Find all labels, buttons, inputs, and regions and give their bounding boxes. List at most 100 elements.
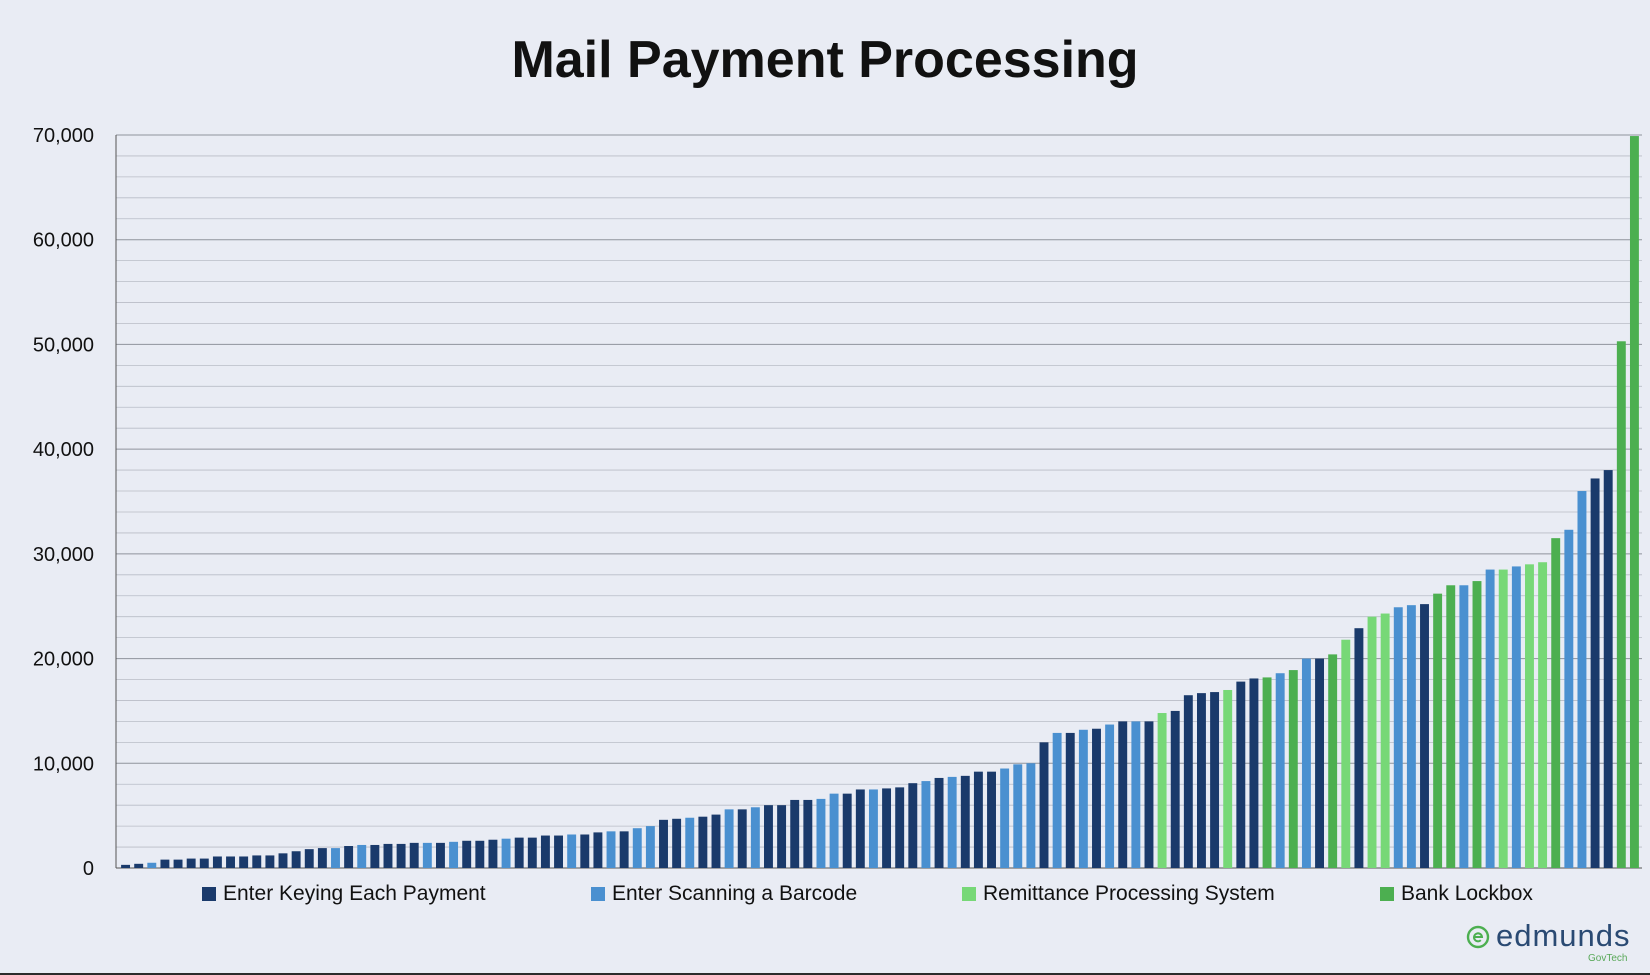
bar [160,859,170,868]
y-tick-label: 0 [83,858,94,880]
legend-item-barcode: Enter Scanning a Barcode [591,882,857,906]
bar [1603,470,1613,868]
bar [422,842,432,868]
bar [134,863,144,868]
legend-swatch [1380,887,1394,901]
bar [842,793,852,868]
bar [212,856,222,868]
bar [1328,654,1338,868]
legend-item-keying: Enter Keying Each Payment [202,882,486,906]
bottom-border [0,973,1650,975]
bar [370,844,380,868]
bar [1249,678,1259,868]
bar [1380,613,1390,868]
bar [1590,478,1600,868]
bar [554,835,564,868]
bar [855,789,865,868]
bar [173,859,183,868]
edmunds-logo: edmunds GovTech [1466,918,1641,966]
bar [1498,569,1508,868]
bar [357,844,367,868]
legend-label: Enter Scanning a Barcode [612,882,858,905]
bar [882,788,892,868]
bar [265,855,275,868]
bar [1210,692,1220,868]
bar [121,864,131,868]
bar [344,846,354,868]
bar [1525,564,1534,868]
bar [1459,585,1469,868]
legend-label: Bank Lockbox [1401,882,1533,905]
y-tick-label: 40,000 [33,439,94,461]
bar [1236,681,1246,868]
bar [199,858,209,868]
bar [816,798,826,868]
bar [1026,763,1036,868]
bar [1315,658,1325,868]
bar [1157,713,1167,868]
bar [1144,721,1154,868]
bar [1262,677,1272,868]
bar [449,841,459,868]
logo-subtitle: GovTech [1588,953,1628,964]
bar [750,807,760,868]
bar [435,842,445,868]
bar [331,848,340,868]
bar [724,809,734,868]
y-tick-label: 60,000 [33,230,94,252]
bar [659,819,668,868]
bar [934,777,944,868]
bar [803,799,813,868]
bar [278,853,288,868]
bar [1564,529,1574,868]
bar [580,834,590,868]
bar [396,843,406,868]
bar [1078,729,1088,868]
bar [1223,689,1233,868]
bar [685,817,695,868]
bar [987,771,996,868]
logo-e-icon [1466,925,1490,949]
bar [1131,721,1141,868]
bar [567,834,577,868]
bar [1092,728,1101,868]
bar [186,858,196,868]
legend-swatch [962,887,976,901]
bar [252,855,262,868]
bar [1367,616,1377,868]
bar [1275,673,1285,868]
bar [304,849,314,868]
bar [514,837,524,868]
bar [921,781,931,868]
bar [645,826,655,868]
chart-title: Mail Payment Processing [511,31,1139,89]
legend-item-remittance: Remittance Processing System [962,882,1275,906]
bar [291,851,301,868]
y-tick-label: 50,000 [33,334,94,356]
bar [711,814,721,868]
bar [1393,607,1403,868]
bar [672,818,682,868]
bar [960,775,970,868]
bar [1354,628,1364,868]
bar [226,856,235,868]
bar [1196,693,1206,868]
y-tick-label: 10,000 [33,753,94,775]
y-tick-label: 30,000 [33,544,94,566]
bar [540,835,550,868]
bar [475,840,485,868]
bar [1538,562,1548,868]
bar [908,783,918,868]
bar [1000,768,1010,868]
bar [1170,710,1180,868]
bar [1485,569,1495,868]
bars [121,136,1639,869]
bar [1039,742,1049,868]
bar [1406,605,1416,868]
y-tick-labels: 0 10,000 20,000 30,000 40,000 50,000 60,000 70,… [33,125,94,880]
legend-label: Enter Keying Each Payment [223,882,486,905]
bar [868,789,878,868]
legend-swatch [591,887,605,901]
legend: Enter Keying Each Payment Enter Scanning… [0,882,1650,912]
bar [409,842,419,868]
